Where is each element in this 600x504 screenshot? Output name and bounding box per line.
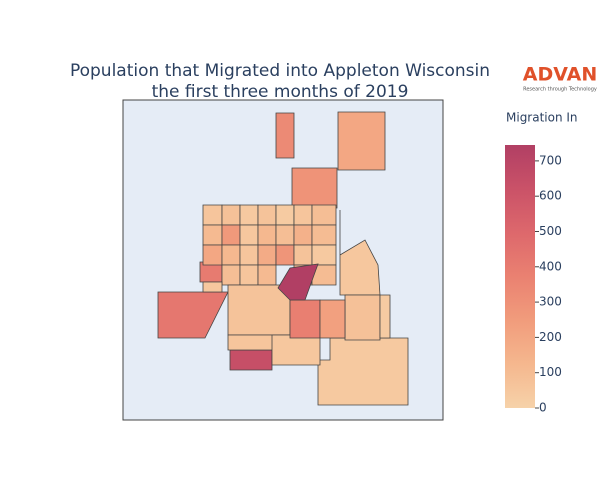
region [257,264,277,286]
region [311,244,337,266]
region [239,204,259,226]
region [275,204,295,226]
colorbar-tick-label: 500 [539,224,562,238]
region [311,224,337,246]
region [289,299,321,339]
region [221,244,241,266]
region [221,224,241,246]
region [257,204,277,226]
region [311,204,337,226]
region [277,263,319,301]
colorbar-tick-label: 400 [539,259,562,273]
region [344,294,381,341]
region [202,224,223,246]
chart-title: Population that Migrated into Appleton W… [70,61,490,81]
regions [157,111,409,406]
region [275,112,295,159]
region [271,334,321,366]
region [221,264,241,286]
region [291,167,338,209]
region [221,204,241,226]
colorbar-tick-label: 100 [539,365,562,379]
colorbar-tick-label: 200 [539,330,562,344]
region [239,224,259,246]
colorbar-tick-label: 300 [539,295,562,309]
region [202,204,223,226]
region [317,337,409,406]
region [202,244,223,266]
region [319,299,346,339]
colorbar: 0 100 200 300 400 500 600 700 [505,145,562,415]
colorbar-tick-label: 700 [539,153,562,167]
logo-tagline: Research through Technology [523,87,597,93]
colorbar-title: Migration In [506,111,578,125]
region [239,264,259,286]
region [257,224,277,246]
region [257,244,277,266]
region [293,224,313,246]
region [337,111,386,171]
chart-subtitle: the first three months of 2019 [152,82,409,102]
region [275,244,295,266]
colorbar-tick-label: 0 [539,401,547,415]
region [239,244,259,266]
region [229,349,273,371]
region [293,204,313,226]
colorbar-scale [505,145,535,408]
region [293,244,313,266]
region [202,281,223,293]
region [339,210,381,296]
region [227,284,291,336]
colorbar-tick-label: 600 [539,189,562,203]
region [275,224,295,246]
logo-name: ADVAN [523,64,598,86]
region [379,294,391,339]
